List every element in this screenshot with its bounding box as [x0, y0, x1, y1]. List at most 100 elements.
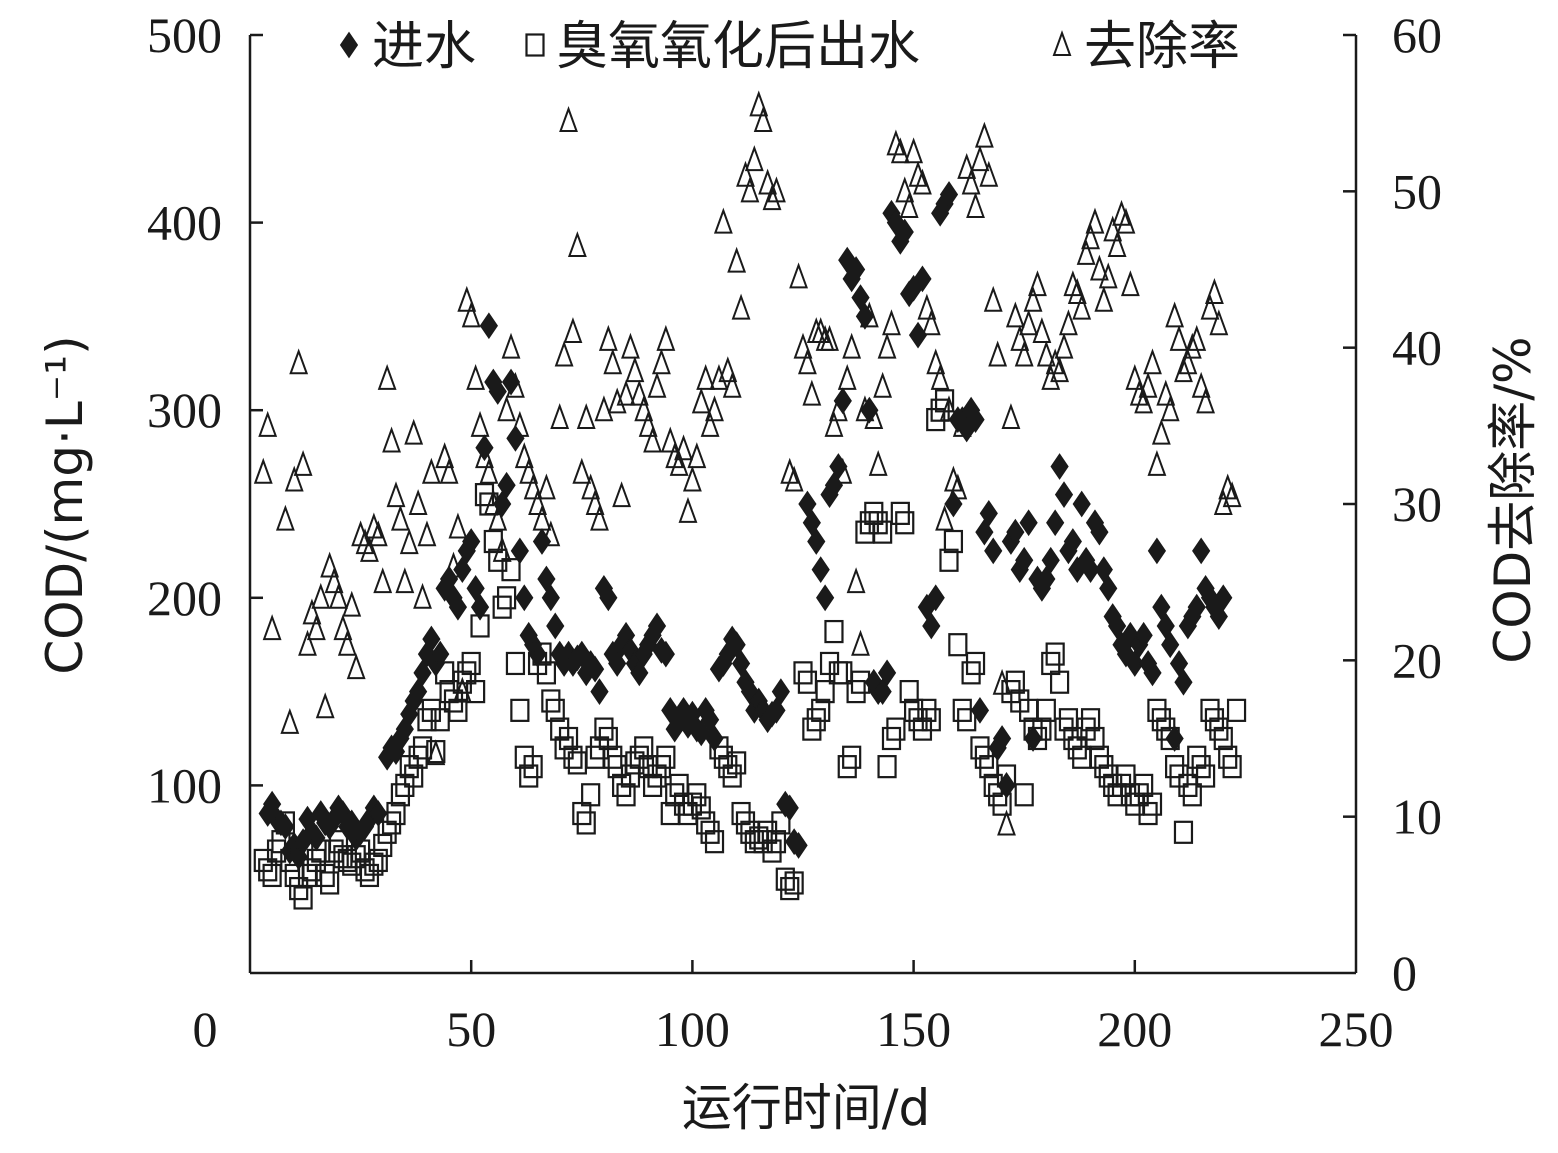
y-axis-title: COD/(mg·L⁻¹) [36, 335, 94, 674]
removal-rate-point [713, 207, 733, 234]
removal-rate-point [643, 426, 663, 453]
removal-rate-point [762, 184, 782, 211]
inflow-point [1174, 668, 1193, 696]
y2-axis-title: COD去除率/% [1484, 336, 1542, 663]
inflow-point [1214, 584, 1233, 612]
ozone-effluent-point [811, 698, 831, 722]
removal-rate-point [846, 567, 866, 594]
removal-rate-point [882, 309, 901, 336]
removal-rate-point [873, 371, 893, 398]
removal-rate-point [612, 481, 632, 508]
ozone-effluent-point [952, 698, 972, 722]
ozone-effluent-point [687, 783, 707, 807]
removal-rate-point [417, 520, 437, 547]
series-removal-rate [253, 90, 1242, 836]
removal-rate-point [899, 192, 919, 218]
inflow-point [789, 832, 808, 859]
x-axis-ticks: 0 50 100 150 200 250 [193, 960, 1394, 1057]
removal-rate-point [939, 395, 959, 422]
y-axis-ticks: 100 200 300 400 500 [147, 7, 263, 813]
ozone-effluent-point [523, 755, 543, 779]
removal-rate-point [488, 504, 508, 531]
inflow-point [895, 218, 914, 246]
removal-rate-point [501, 332, 521, 359]
removal-rate-point [700, 410, 720, 437]
removal-rate-point [935, 504, 954, 531]
ozone-effluent-point [886, 717, 906, 741]
ozone-effluent-point [1173, 820, 1194, 844]
removal-rate-point [585, 489, 605, 515]
removal-rate-point [983, 285, 1003, 312]
removal-rate-point [324, 567, 344, 594]
ozone-effluent-point [1213, 726, 1233, 751]
removal-rate-point [678, 496, 698, 523]
inflow-point [1143, 659, 1162, 687]
removal-rate-point [567, 231, 587, 258]
removal-rate-point [868, 449, 888, 476]
ozone-effluent-point [598, 726, 618, 751]
removal-rate-point [506, 371, 525, 398]
removal-rate-point [360, 535, 379, 562]
removal-rate-point [647, 371, 667, 398]
inflow-point [1187, 593, 1206, 621]
inflow-point [647, 612, 667, 640]
ozone-effluent-point [1209, 717, 1229, 741]
removal-rate-point [523, 473, 543, 500]
ozone-effluent-point [965, 651, 986, 676]
removal-rate-point [864, 403, 884, 430]
inflow-point [970, 696, 990, 724]
ozone-effluent-point [563, 745, 583, 769]
removal-rate-point [572, 457, 592, 484]
y2-tick-label: 40 [1392, 320, 1442, 376]
removal-rate-point [837, 364, 857, 390]
removal-rate-point [727, 246, 747, 273]
removal-rate-point [1019, 309, 1039, 336]
removal-rate-point [315, 692, 335, 719]
removal-rate-point [1222, 481, 1242, 508]
ozone-effluent-point [691, 796, 711, 820]
removal-rate-point [1103, 215, 1123, 242]
inflow-point [926, 584, 945, 612]
inflow-point [1161, 631, 1180, 659]
removal-rate-point [1187, 324, 1207, 351]
ozone-effluent-point [1032, 717, 1052, 741]
ozone-effluent-point [930, 398, 950, 422]
removal-rate-point [377, 364, 397, 390]
ozone-effluent-point [634, 736, 654, 760]
y2-tick-label: 10 [1392, 789, 1442, 845]
ozone-effluent-point [275, 811, 295, 835]
inflow-point [992, 725, 1012, 752]
removal-rate-point [598, 324, 618, 351]
removal-rate-point [682, 465, 702, 492]
inflow-point [1072, 490, 1091, 518]
removal-rate-point [709, 364, 729, 390]
removal-rate-point [1023, 285, 1043, 312]
ozone-effluent-point [961, 661, 981, 685]
removal-rate-point [408, 489, 428, 515]
y-tick-label: 200 [147, 570, 222, 626]
legend-removal-rate-label: 去除率 [1084, 17, 1240, 77]
ozone-effluent-point [492, 595, 512, 619]
ozone-effluent-point [501, 558, 521, 582]
inflow-point [692, 719, 711, 747]
inflow-point [846, 256, 866, 283]
inflow-point [656, 640, 675, 668]
removal-rate-point [833, 457, 853, 484]
inflow-point [771, 678, 790, 705]
removal-rate-point [448, 512, 468, 539]
removal-rate-point [1005, 301, 1025, 328]
removal-rate-point [1125, 364, 1145, 390]
ozone-effluent-point [448, 698, 468, 722]
removal-rate-point [1174, 356, 1193, 383]
removal-rate-point [576, 403, 596, 430]
removal-rate-point [656, 324, 676, 351]
removal-rate-point [696, 364, 716, 390]
ozone-effluent-point [390, 783, 411, 807]
removal-rate-point [828, 395, 848, 422]
inflow-point [422, 625, 441, 653]
removal-rate-point [413, 582, 432, 609]
removal-rate-point [298, 629, 317, 656]
inflow-point [816, 584, 835, 612]
ozone-effluent-point [957, 708, 977, 732]
